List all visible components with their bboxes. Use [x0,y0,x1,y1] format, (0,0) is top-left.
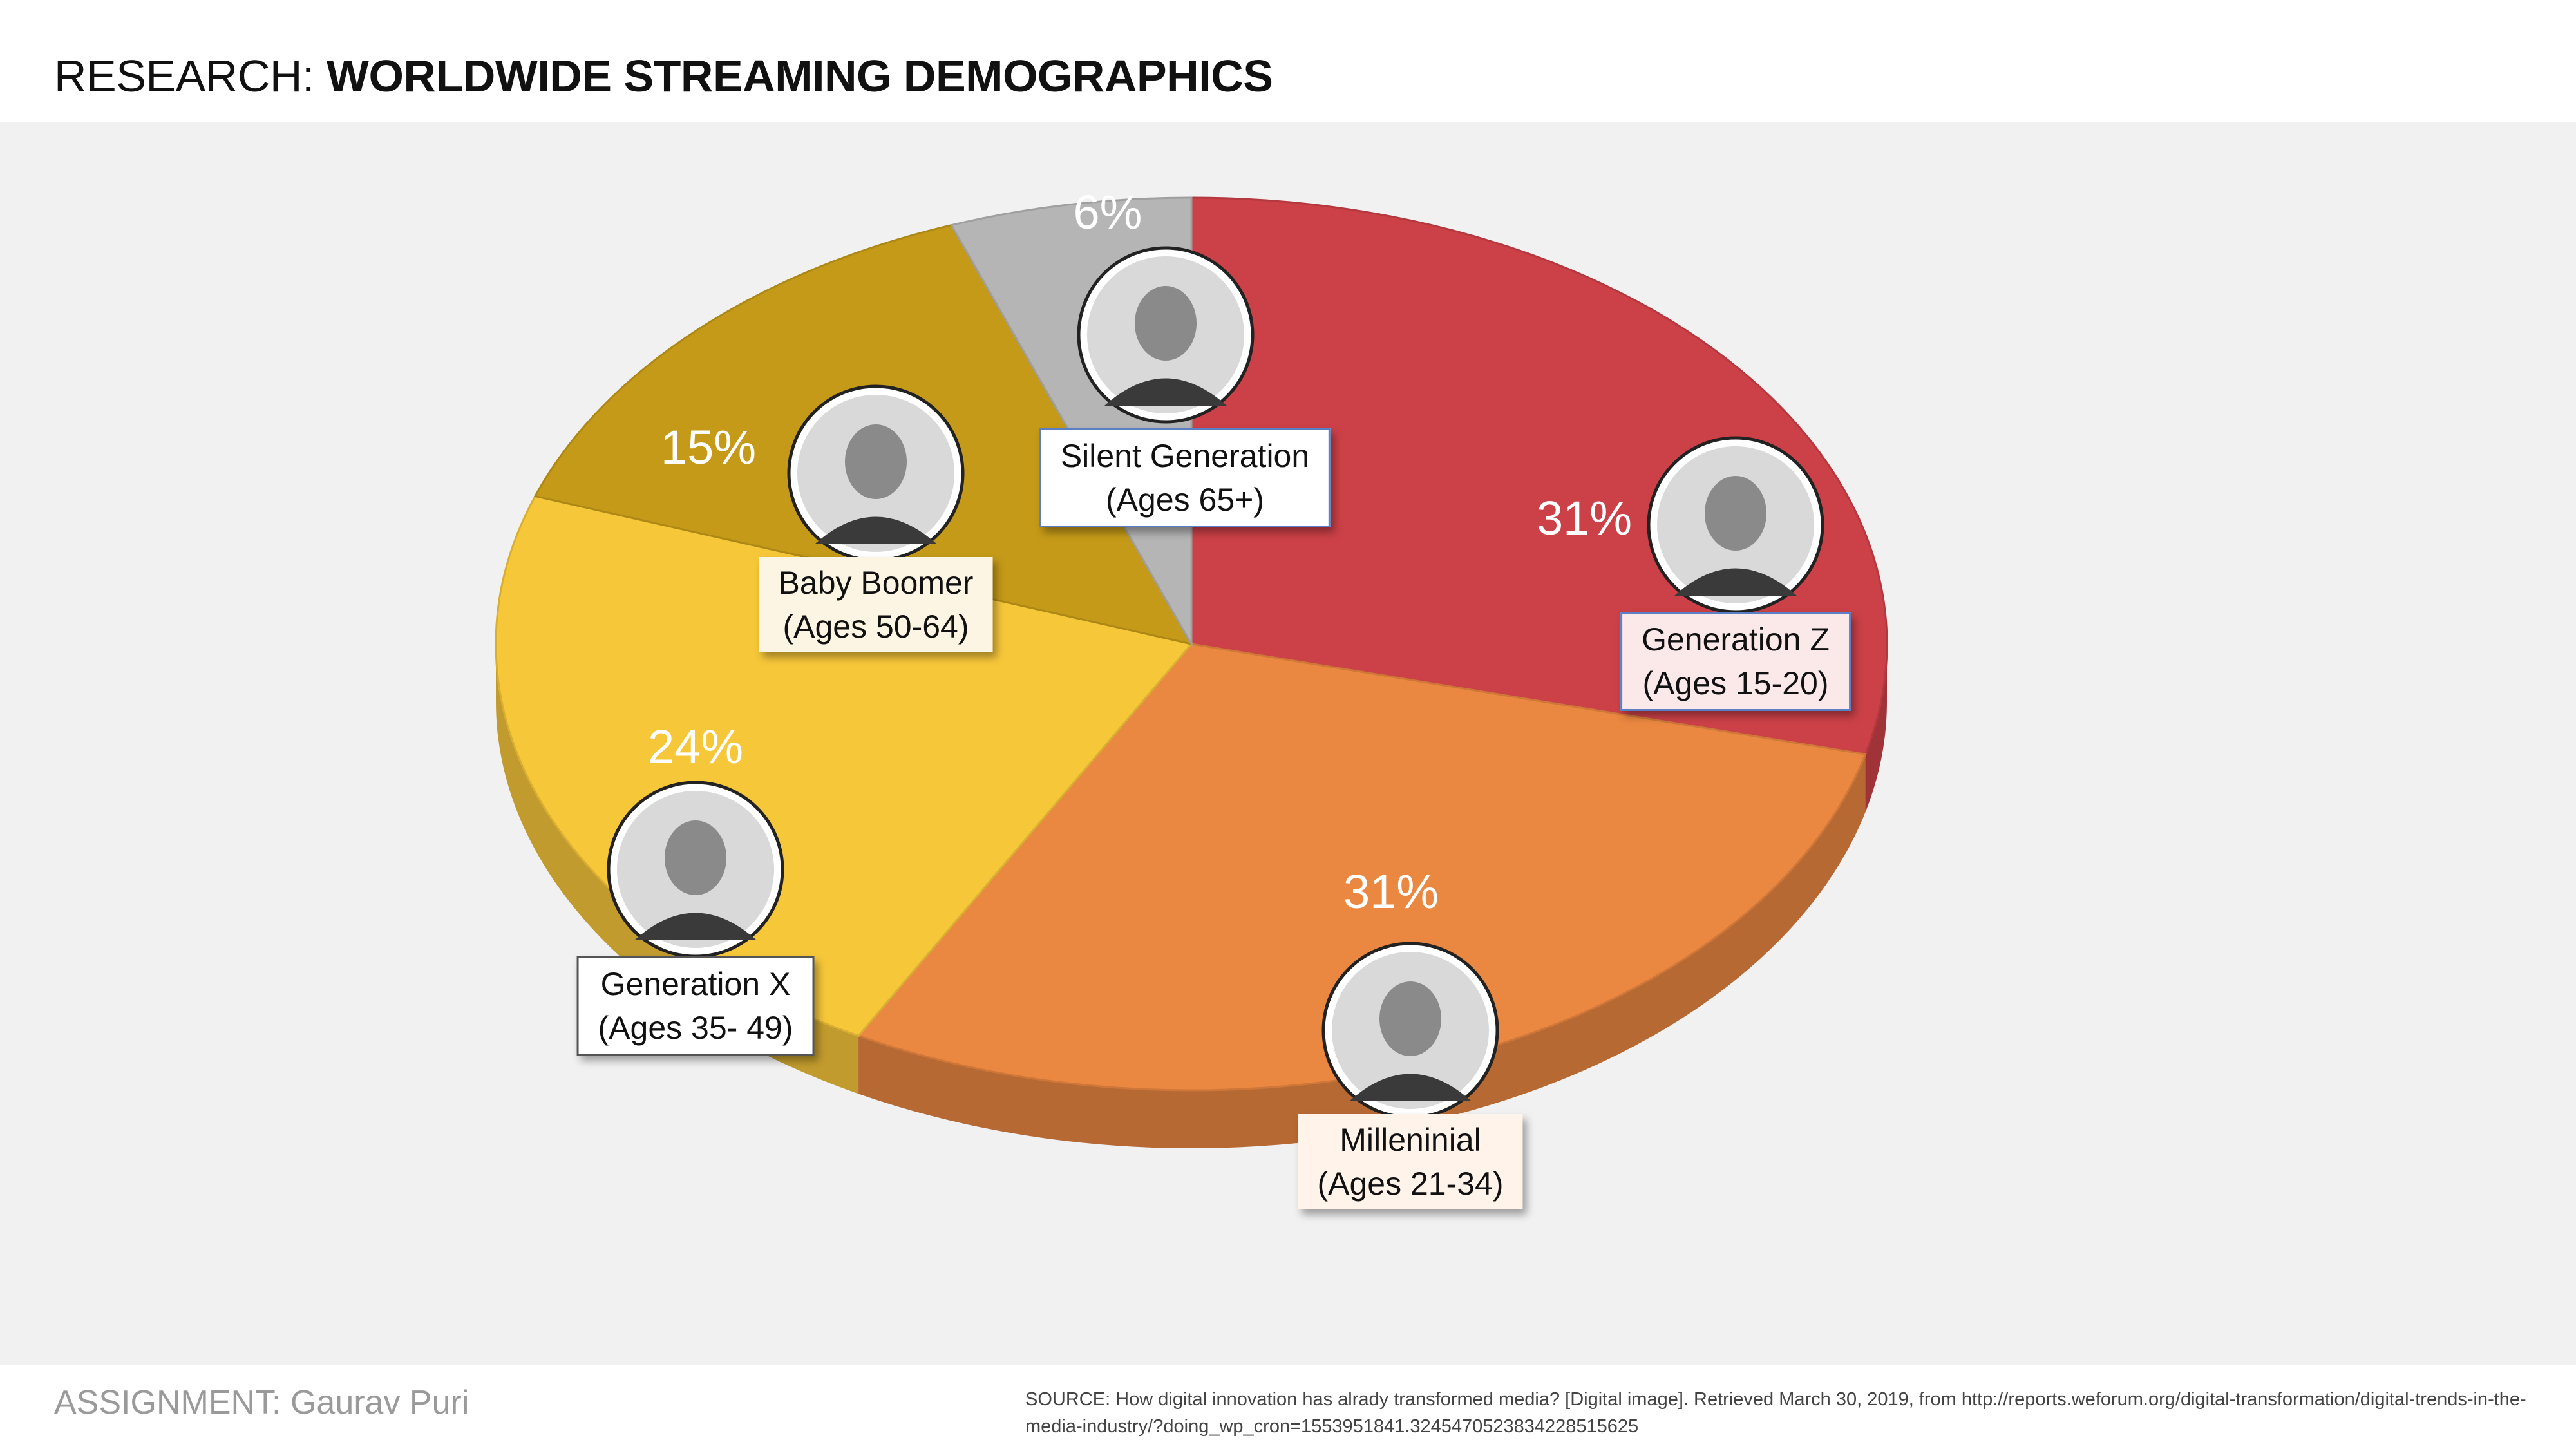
slice-ages: (Ages 15-20) [1642,665,1829,701]
slice-label-generation-z: Generation Z (Ages 15-20) [1620,612,1851,711]
pie-side-2 [858,754,1866,1148]
page-title: RESEARCH: WORLDWIDE STREAMING DEMOGRAPHI… [54,50,1273,102]
title-prefix: RESEARCH: [54,51,327,101]
slice-name: Silent Generation [1060,438,1310,474]
slice-label-baby-boomer: Baby Boomer (Ages 50-64) [759,557,993,652]
pie-side-3 [496,644,859,1094]
slice-value-label: 15% [661,421,756,474]
slice-name: Milleninial [1340,1122,1481,1158]
header: RESEARCH: WORLDWIDE STREAMING DEMOGRAPHI… [0,0,2576,122]
source-citation: SOURCE: How digital innovation has alrad… [1025,1389,2526,1437]
slice-value-label: 24% [648,720,743,773]
assignment-credit: ASSIGNMENT: Gaurav Puri [54,1384,469,1421]
slice-ages: (Ages 50-64) [782,609,969,645]
pie-value-labels: 31% 31% 24% 15% 6% [648,185,1632,918]
person-photo-icon [1647,436,1824,614]
person-photo-icon [607,781,784,958]
pie-side-1 [1865,644,1887,813]
slice-label-generation-x: Generation X (Ages 35- 49) [576,956,815,1056]
footer [0,1365,2576,1449]
slice-name: Baby Boomer [778,565,974,601]
title-main: WORLDWIDE STREAMING DEMOGRAPHICS [326,51,1273,101]
pie-icons [607,246,1824,1119]
slice-ages: (Ages 21-34) [1317,1166,1504,1202]
person-photo-icon [1077,246,1255,424]
slice-label-milleninial: Milleninial (Ages 21-34) [1298,1114,1523,1209]
slice-value-label: 31% [1343,865,1439,918]
slice-value-label: 6% [1074,185,1142,239]
slice-name: Generation X [600,966,791,1002]
slice-ages: (Ages 65+) [1106,482,1264,518]
slice-label-silent-generation: Silent Generation (Ages 65+) [1039,428,1331,527]
slice-name: Generation Z [1642,621,1830,658]
pie-sides [496,644,1887,1148]
person-photo-icon [787,384,965,562]
slice-value-label: 31% [1537,491,1632,545]
slice-ages: (Ages 35- 49) [598,1010,793,1046]
person-photo-icon [1321,942,1499,1119]
